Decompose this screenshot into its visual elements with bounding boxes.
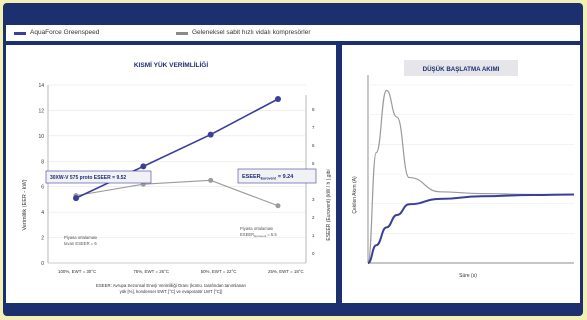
y2-tick-label: 2 — [312, 215, 315, 220]
market-average-note-2: Piyasa ortalaması ESEEREurovent= 5.5 — [240, 226, 277, 238]
y2-tick-label: 0 — [312, 251, 315, 256]
y-axis-label: Çekilen Akım (A) — [352, 176, 358, 214]
y-ticks: 0 2 4 6 8 10 12 14 — [38, 83, 44, 267]
y-tick-label: 8 — [41, 159, 44, 165]
starting-current-chart: DÜŞÜK BAŞLATMA AKIMI Çekilen Akım (A) Sü… — [352, 60, 575, 279]
legend-label-secondary: Geleneksel sabit hızlı vidalı kompresörl… — [192, 29, 311, 36]
y-tick-label: 0 — [41, 261, 44, 267]
chart-title: DÜŞÜK BAŞLATMA AKIMI — [423, 66, 500, 73]
series-line-1 — [367, 193, 575, 264]
legend-label-primary: AquaForce Greenspeed — [30, 29, 100, 36]
note2-sub: Eurovent — [254, 234, 266, 238]
y2-axis-label: ESEER (Eurovent) (kW / h ),gibi — [326, 169, 332, 240]
eseer-eurovent-label: ESEEREurovent = 9.24 — [242, 174, 294, 181]
note2-line1: Piyasa ortalaması — [240, 226, 273, 231]
y2-tick-label: 3 — [312, 197, 315, 202]
legend: AquaForce Greenspeed Geleneksel sabit hı… — [6, 25, 580, 41]
legend-swatch-secondary — [176, 32, 188, 35]
series — [367, 89, 575, 264]
data-point — [208, 177, 214, 183]
x-categories: 100%, EWT = 30°C 75%, EWT = 26°C 50%, EWT … — [58, 269, 304, 274]
x-category-label: 75%, EWT = 26°C — [133, 269, 169, 274]
y2-tick-label: 5 — [312, 161, 315, 166]
eseer-value: = 9.24 — [278, 174, 294, 180]
y-tick-label: 14 — [38, 83, 44, 89]
eseer-proto-label: 30XW-V 575 proto ESEER = 9.52 — [50, 175, 126, 181]
series-line-0 — [367, 89, 574, 264]
x-category-label: 25%, EWT = 18°C — [268, 269, 304, 274]
y2-tick-label: 7 — [312, 125, 315, 130]
note2-line2: ESEER — [240, 232, 254, 237]
x-axis-label: Süre (s) — [459, 273, 477, 279]
note2-value: = 5.5 — [267, 232, 277, 237]
x-category-label: 100%, EWT = 30°C — [58, 269, 96, 274]
data-point — [275, 203, 281, 209]
y2-tick-label: 6 — [312, 143, 315, 148]
y2-tick-label: 1 — [312, 233, 315, 238]
y-axis-label: Verimlilik (EER - kW) — [22, 179, 28, 230]
note1-line2: tavan ESEER = 6 — [64, 241, 97, 246]
y2-tick-label: 8 — [312, 107, 315, 112]
note1-line1: Piyasa ortalaması — [64, 235, 97, 240]
legend-swatch-primary — [14, 32, 26, 35]
chart-title: KISMİ YÜK VERİMLİLİĞİ — [134, 60, 208, 69]
y-tick-label: 4 — [41, 210, 44, 216]
chart-title-box — [404, 60, 518, 76]
partial-load-chart-panel: KISMİ YÜK VERİMLİLİĞİ Verimlilik (EER - … — [6, 45, 336, 303]
eseer-sub: Eurovent — [261, 177, 277, 181]
eseer-proto-box — [45, 170, 152, 184]
partial-load-chart: KISMİ YÜK VERİMLİLİĞİ Verimlilik (EER - … — [22, 60, 332, 294]
eseer-main: ESEER — [242, 174, 261, 180]
series-line-1 — [75, 179, 279, 207]
footnote: ESEER: Avrupa Sezonsal Enerji Verimliliğ… — [96, 283, 247, 294]
data-point — [275, 95, 281, 102]
market-average-note-1: Piyasa ortalaması tavan ESEER = 6 — [64, 235, 97, 246]
x-category-label: 50%, EWT = 22°C — [201, 269, 237, 274]
grid — [367, 75, 574, 264]
data-point — [140, 163, 147, 170]
footnote-line1: ESEER: Avrupa Sezonsal Enerji Verimliliğ… — [96, 283, 247, 288]
y-tick-label: 6 — [41, 185, 44, 191]
eseer-eurovent-box — [237, 168, 317, 184]
y-tick-label: 10 — [38, 134, 44, 140]
data-point — [207, 131, 214, 138]
y-tick-label: 12 — [38, 108, 44, 114]
footnote-line2: yük [%], kondenser EWT [°C] ve evaporatö… — [120, 289, 223, 294]
data-point — [73, 195, 79, 202]
starting-current-chart-panel: DÜŞÜK BAŞLATMA AKIMI Çekilen Akım (A) Sü… — [342, 45, 580, 303]
series — [73, 95, 281, 209]
y-tick-label: 2 — [41, 236, 44, 242]
